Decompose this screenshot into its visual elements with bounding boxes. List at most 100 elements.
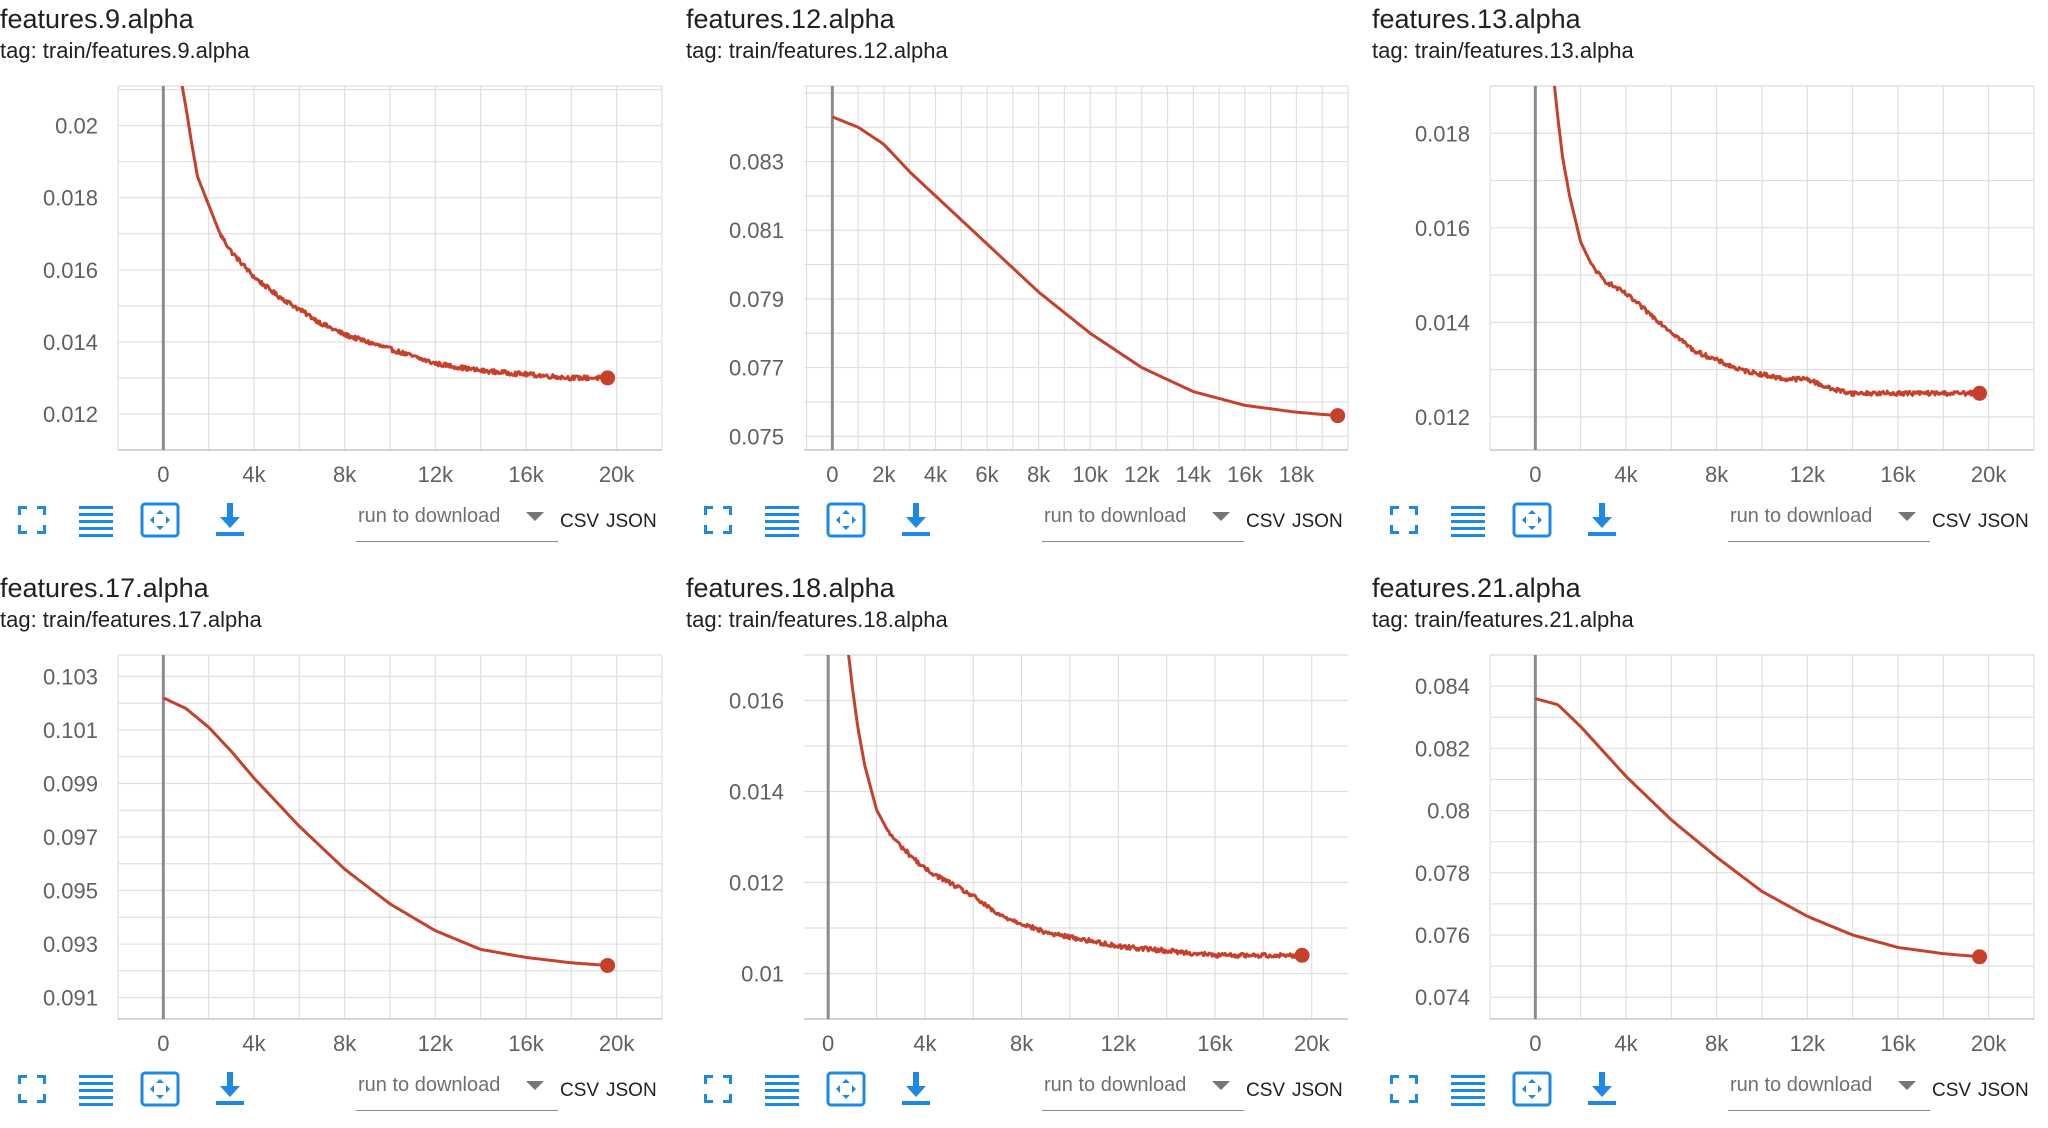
y-tick-label: 0.01 bbox=[741, 962, 784, 987]
line-chart[interactable]: 0 4k 8k 12k 16k 20k 0.091 0.093 0.095 0.097 0.099 0… bbox=[0, 649, 682, 1059]
x-tick-label: 0 bbox=[157, 462, 169, 487]
line-chart[interactable]: 0 4k 8k 12k 16k 20k 0.01 0.012 0.014 0.016 bbox=[686, 649, 1368, 1059]
chart-tag: tag: train/features.13.alpha bbox=[1372, 38, 1634, 63]
chevron-down-icon bbox=[1212, 512, 1230, 521]
run-select[interactable]: run to download bbox=[1728, 1066, 1930, 1111]
run-select-label: run to download bbox=[358, 505, 501, 527]
chart-card: features.9.alpha tag: train/features.9.a… bbox=[0, 0, 682, 559]
toggle-log-scale-icon[interactable] bbox=[1448, 500, 1488, 540]
json-link[interactable]: JSON bbox=[606, 511, 657, 532]
chart-toolbar: run to download CSV JSON bbox=[0, 495, 682, 555]
x-tick-label: 20k bbox=[1971, 462, 2007, 487]
download-icon[interactable] bbox=[896, 1069, 936, 1109]
y-tick-label: 0.075 bbox=[729, 424, 784, 449]
toggle-log-scale-icon[interactable] bbox=[762, 1069, 802, 1109]
download-icon[interactable] bbox=[896, 500, 936, 540]
fullscreen-icon[interactable] bbox=[12, 1069, 52, 1109]
series-line bbox=[1552, 86, 1981, 397]
y-tick-label: 0.076 bbox=[1415, 923, 1470, 948]
run-select[interactable]: run to download bbox=[1042, 497, 1244, 542]
y-tick-label: 0.082 bbox=[1415, 736, 1470, 761]
y-tick-label: 0.014 bbox=[729, 780, 784, 805]
run-select[interactable]: run to download bbox=[356, 1066, 558, 1111]
csv-link[interactable]: CSV bbox=[1932, 511, 1972, 532]
chevron-down-icon bbox=[526, 1081, 544, 1090]
chart-tag: tag: train/features.21.alpha bbox=[1372, 607, 1634, 632]
chevron-down-icon bbox=[1898, 1081, 1916, 1090]
fit-domain-icon[interactable] bbox=[826, 1069, 866, 1109]
csv-link[interactable]: CSV bbox=[560, 1080, 600, 1101]
x-tick-label: 2k bbox=[872, 462, 896, 487]
run-select[interactable]: run to download bbox=[1728, 497, 1930, 542]
toggle-log-scale-icon[interactable] bbox=[762, 500, 802, 540]
fit-domain-icon[interactable] bbox=[1512, 1069, 1552, 1109]
fit-domain-icon[interactable] bbox=[140, 1069, 180, 1109]
download-icon[interactable] bbox=[1582, 1069, 1622, 1109]
series-end-point bbox=[1330, 408, 1346, 424]
csv-link[interactable]: CSV bbox=[560, 511, 600, 532]
y-tick-label: 0.093 bbox=[43, 932, 98, 957]
chart-toolbar: run to download CSV JSON bbox=[686, 495, 1368, 555]
toggle-log-scale-icon[interactable] bbox=[76, 1069, 116, 1109]
series-line bbox=[1534, 697, 1980, 959]
chart-title: features.9.alpha bbox=[0, 4, 194, 34]
chart-toolbar: run to download CSV JSON bbox=[1372, 495, 2048, 555]
csv-link[interactable]: CSV bbox=[1246, 511, 1286, 532]
fullscreen-icon[interactable] bbox=[698, 500, 738, 540]
line-chart[interactable]: 0 4k 8k 12k 16k 20k 0.074 0.076 0.078 0.08 0.082 0.… bbox=[1372, 649, 2048, 1059]
x-tick-label: 0 bbox=[826, 462, 838, 487]
fullscreen-icon[interactable] bbox=[1384, 500, 1424, 540]
run-select-label: run to download bbox=[1730, 505, 1873, 527]
x-tick-label: 6k bbox=[975, 462, 999, 487]
chart-card: features.13.alpha tag: train/features.13… bbox=[1372, 0, 2048, 559]
x-tick-label: 16k bbox=[508, 462, 544, 487]
y-tick-label: 0.091 bbox=[43, 986, 98, 1011]
x-tick-label: 16k bbox=[1880, 1031, 1916, 1056]
toggle-log-scale-icon[interactable] bbox=[1448, 1069, 1488, 1109]
y-tick-label: 0.012 bbox=[1415, 405, 1470, 430]
x-tick-label: 12k bbox=[1124, 462, 1160, 487]
run-select[interactable]: run to download bbox=[1042, 1066, 1244, 1111]
x-tick-label: 20k bbox=[599, 1031, 635, 1056]
x-tick-label: 8k bbox=[1027, 462, 1051, 487]
x-tick-label: 0 bbox=[157, 1031, 169, 1056]
json-link[interactable]: JSON bbox=[1978, 1080, 2029, 1101]
x-tick-label: 12k bbox=[418, 1031, 454, 1056]
csv-link[interactable]: CSV bbox=[1246, 1080, 1286, 1101]
x-tick-label: 16k bbox=[1197, 1031, 1233, 1056]
fit-domain-icon[interactable] bbox=[1512, 500, 1552, 540]
json-link[interactable]: JSON bbox=[606, 1080, 657, 1101]
fit-domain-icon[interactable] bbox=[140, 500, 180, 540]
chevron-down-icon bbox=[1898, 512, 1916, 521]
line-chart[interactable]: 0 4k 8k 12k 16k 20k 0.012 0.014 0.016 0.018 bbox=[1372, 80, 2048, 490]
y-tick-label: 0.078 bbox=[1415, 861, 1470, 886]
chart-title: features.17.alpha bbox=[0, 573, 209, 603]
download-icon[interactable] bbox=[210, 1069, 250, 1109]
csv-link[interactable]: CSV bbox=[1932, 1080, 1972, 1101]
line-chart[interactable]: 0 4k 8k 12k 16k 20k 0.012 0.014 0.016 0.018 0.02 bbox=[0, 80, 682, 490]
y-tick-label: 0.097 bbox=[43, 825, 98, 850]
y-tick-label: 0.02 bbox=[55, 114, 98, 139]
chart-tag: tag: train/features.17.alpha bbox=[0, 607, 262, 632]
x-tick-label: 4k bbox=[924, 462, 948, 487]
download-icon[interactable] bbox=[210, 500, 250, 540]
run-select[interactable]: run to download bbox=[356, 497, 558, 542]
run-select-label: run to download bbox=[358, 1074, 501, 1096]
fullscreen-icon[interactable] bbox=[698, 1069, 738, 1109]
json-link[interactable]: JSON bbox=[1292, 1080, 1343, 1101]
chart-title: features.12.alpha bbox=[686, 4, 895, 34]
download-icon[interactable] bbox=[1582, 500, 1622, 540]
toggle-log-scale-icon[interactable] bbox=[76, 500, 116, 540]
x-tick-label: 20k bbox=[599, 462, 635, 487]
fit-domain-icon[interactable] bbox=[826, 500, 866, 540]
line-chart[interactable]: 0 2k 4k 6k 8k 10k 12k 14k 16k 18k 0.075 0.077 0.079 0… bbox=[686, 80, 1368, 490]
x-tick-label: 18k bbox=[1279, 462, 1315, 487]
y-tick-label: 0.103 bbox=[43, 664, 98, 689]
json-link[interactable]: JSON bbox=[1292, 511, 1343, 532]
x-tick-label: 8k bbox=[1705, 1031, 1729, 1056]
chevron-down-icon bbox=[526, 512, 544, 521]
series-line bbox=[162, 696, 608, 967]
fullscreen-icon[interactable] bbox=[1384, 1069, 1424, 1109]
json-link[interactable]: JSON bbox=[1978, 511, 2029, 532]
fullscreen-icon[interactable] bbox=[12, 500, 52, 540]
